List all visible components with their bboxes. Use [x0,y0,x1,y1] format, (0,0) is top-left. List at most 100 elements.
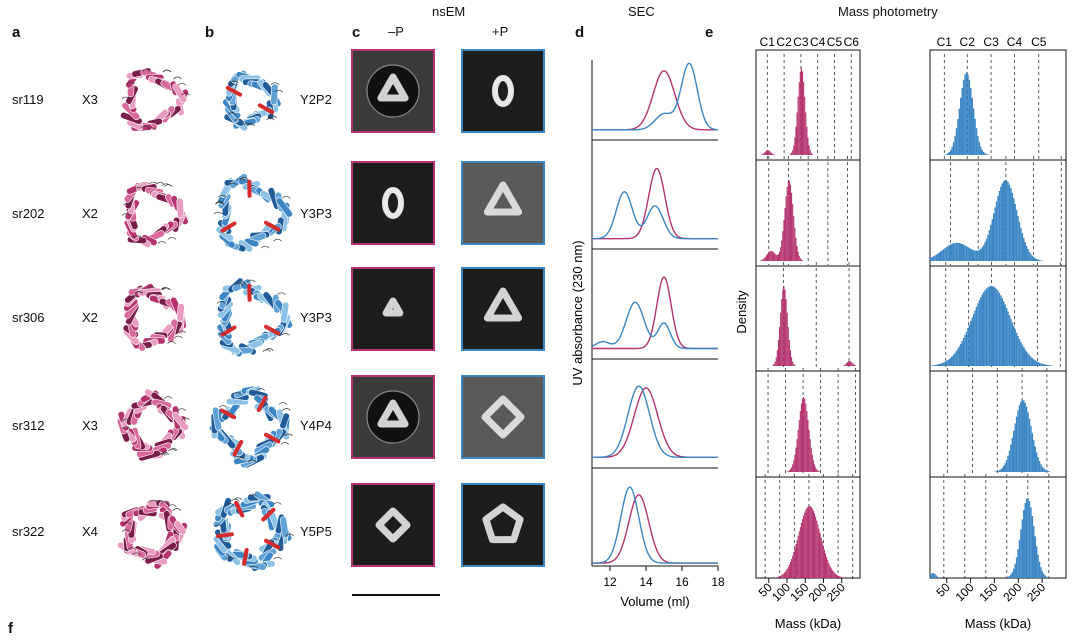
mp-hist-bar [773,154,775,155]
panel-letter-f: f [8,620,13,637]
mp-hist-bar [952,142,955,155]
mp-hist-bar [1030,507,1032,578]
mp-hist-bar [782,289,784,366]
panel-letter-a: a [12,24,21,41]
mp-hist-bar [782,231,784,261]
mp-hist-bar [808,429,810,472]
mp-hist-bar [815,467,817,472]
mp-hist-bar [799,411,801,472]
panel-letter-b: b [205,24,215,41]
mp-hist-bar [853,364,855,366]
mp-hist-bar [760,260,762,261]
mp-hist-bar [952,243,955,261]
mp-hist-bar [937,253,939,261]
mp-hist-bar [1034,536,1036,578]
mp-hist-bar [994,287,996,366]
minus-p-header: –P [388,24,404,39]
mp-hist-bar [950,244,952,261]
panel-letter-e: e [705,24,714,41]
mp-hist-bar [992,213,995,261]
mp-hist-bar [791,192,793,261]
mp-hist-bar [1034,360,1036,366]
mp-hist-bar [1020,341,1022,366]
mp-hist-bar [1011,437,1014,472]
mp-hist-bar [777,254,779,261]
mp-hist-bar [775,577,777,578]
mp-x-tick-label: 150 [976,580,1000,604]
mp-hist-bar [772,251,774,261]
mp-hist-bar [1000,469,1002,472]
mp-hist-bar [785,299,787,366]
sec-x-label: Volume (ml) [620,594,689,609]
mp-hist-bar [974,250,976,261]
mp-hist-bar [1013,325,1015,366]
em-class-average-minus-p [351,161,435,245]
mp-hist-bar [806,126,808,155]
mp-hist-bar [957,118,959,155]
mp-hist-bar [935,364,938,366]
mp-hist-bar [937,364,939,366]
multiplicity-label: X3 [82,418,98,433]
mp-hist-bar [774,361,776,366]
mp-hist-bar [800,67,802,155]
mp-hist-bar [765,255,767,261]
mp-hist-bar [785,570,787,578]
mp-hist-bar [818,471,820,472]
design-name-label: sr322 [12,524,45,539]
mp-hist-bar [799,527,801,578]
em-class-average-minus-p [351,49,435,133]
mp-hist-bar [765,150,767,155]
sec-trace-4-1 [592,486,718,564]
mp-hist-bar [954,242,956,261]
mp-hist-bar [851,362,853,366]
mp-hist-bar [766,150,769,155]
mp-hist-bar [1043,468,1045,472]
mp-hist-bar [797,535,799,578]
mp-hist-bar [1008,575,1011,578]
mp-hist-bar [1004,304,1006,366]
mp-hist-bar [985,238,988,261]
mp-hist-bar [788,340,790,366]
protein-structure-icon [213,173,293,253]
sec-trace-2-0 [592,276,718,350]
mp-hist-bar [776,350,778,366]
mp-hist-bar [828,562,830,578]
mp-hist-bar [852,363,854,366]
mp-hist-bar [1030,425,1032,472]
mp-hist-bar [1008,450,1011,472]
mp-hist-bar [1047,365,1049,366]
mp-hist-bar [835,574,838,578]
mp-hist-bar [995,288,998,366]
mp-hist-bar [1035,452,1038,472]
mp-hist-bar [789,469,792,472]
mp-hist-bar [941,363,943,366]
mp-hist-bar [829,565,831,578]
mp-hist-bar [930,365,932,366]
mp-hist-bar [814,513,816,578]
mp-hist-bar [1017,216,1019,261]
mp-hist-bar [772,365,774,366]
mp-hist-bar [934,573,936,578]
mp-hist-bar [930,257,932,261]
em-class-average-plus-p [461,49,545,133]
mp-hist-bar [763,152,765,155]
mp-hist-bar [770,250,772,261]
mp-hist-bar [811,154,813,155]
mp-hist-bar [948,151,951,155]
mp-hist-bar [787,566,789,578]
mp-hist-bar [1013,568,1015,578]
mp-hist-bar [948,245,951,261]
mp-hist-bar [1018,222,1021,261]
mp-hist-bar [964,334,966,366]
mp-hist-bar [770,152,772,155]
mp-hist-bar [795,237,797,261]
mp-hist-bar [978,142,981,155]
mp-hist-bar [831,569,833,578]
mp-hist-bar [994,207,996,261]
mp-hist-bar [1030,356,1032,366]
mp-oligomer-label: C1 [937,35,953,49]
mp-hist-bar [1010,444,1012,472]
mp-hist-bar [1014,423,1016,472]
mp-hist-bar [799,71,801,155]
mp-hist-bar [980,146,982,155]
